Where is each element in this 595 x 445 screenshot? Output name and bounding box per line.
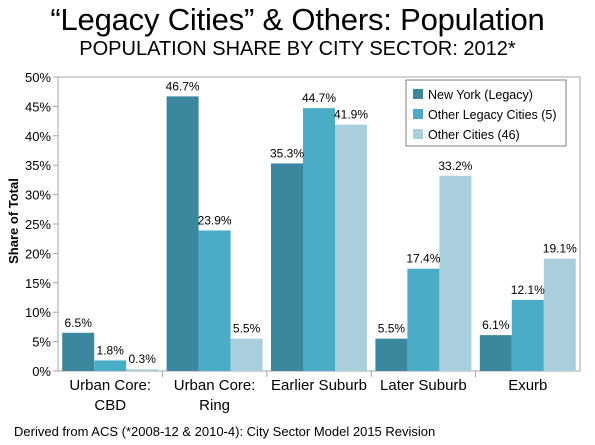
x-tick-label: Ring [199,397,230,414]
x-tick-label: CBD [94,397,126,414]
y-tick-label: 5% [32,335,51,350]
bar [62,332,95,371]
legend-label: New York (Legacy) [428,88,533,102]
bar [439,175,472,371]
x-tick-label: Exurb [508,377,547,394]
legend-swatch [413,109,423,119]
chart-subtitle: POPULATION SHARE BY CITY SECTOR: 2012* [79,38,516,60]
x-tick-label: Urban Core: [69,377,151,394]
bar-value-label: 17.4% [406,252,440,266]
bar-value-label: 19.1% [543,242,577,256]
bar-value-label: 23.9% [198,213,232,227]
bar-value-label: 46.7% [166,79,200,93]
y-tick-label: 35% [25,158,51,173]
bar [230,338,263,371]
bar-value-label: 5.5% [378,322,406,336]
legend-swatch [413,129,423,139]
bar-value-label: 12.1% [511,283,545,297]
bar [543,258,576,371]
y-tick-label: 10% [25,305,51,320]
y-tick-label: 45% [25,99,51,114]
y-tick-label: 50% [25,70,51,85]
bar [271,163,303,371]
x-axis: Urban Core: CBD Urban Core: Ring Earlier Sub… [69,371,547,414]
bar [407,268,440,371]
bar-value-label: 35.3% [270,146,304,160]
y-axis-label: Share of Total [6,178,21,264]
bar [198,230,231,371]
legend: New York (Legacy) Other Legacy Cities (5)… [405,79,567,147]
bar-value-label: 33.2% [438,159,472,173]
y-tick-label: 25% [25,217,51,232]
x-tick-label: Earlier Suburb [271,377,367,394]
bars [62,96,576,372]
bar [479,335,512,371]
y-tick-label: 15% [25,276,51,291]
legend-label: Other Cities (46) [428,128,520,142]
bar-value-label: 6.5% [65,316,93,330]
bar-value-label: 0.3% [129,352,157,366]
bar-value-label: 1.8% [97,343,125,357]
bar-value-label: 44.7% [302,91,336,105]
chart-footnote: Derived from ACS (*2008-12 & 2010-4): Ci… [14,424,436,439]
bar [126,369,159,371]
bar [511,299,544,371]
bar-value-label: 41.9% [334,108,368,122]
x-tick-label: Later Suburb [380,377,467,394]
bar [375,338,408,371]
data-labels: 6.5% 1.8% 0.3% 46.7% 23.9% 5.5% 35.3% 44.7% 41.9… [65,79,578,366]
bar-value-label: 6.1% [482,318,510,332]
bar [303,108,335,371]
y-tick-label: 20% [25,246,51,261]
bar-value-label: 5.5% [233,322,261,336]
bar [94,360,127,371]
bar [335,124,367,372]
y-axis: 0% 5% 10% 15% 20% 25% 30% 35% 40% 45% 50% [25,70,58,379]
y-tick-label: 0% [32,364,51,379]
legend-swatch [413,89,423,99]
legend-label: Other Legacy Cities (5) [428,108,557,122]
chart-title: “Legacy Cities” & Others: Population [50,2,545,37]
y-tick-label: 40% [25,129,51,144]
y-tick-label: 30% [25,188,51,203]
legend-box [405,79,567,147]
x-tick-label: Urban Core: [174,377,256,394]
bar [166,96,199,372]
